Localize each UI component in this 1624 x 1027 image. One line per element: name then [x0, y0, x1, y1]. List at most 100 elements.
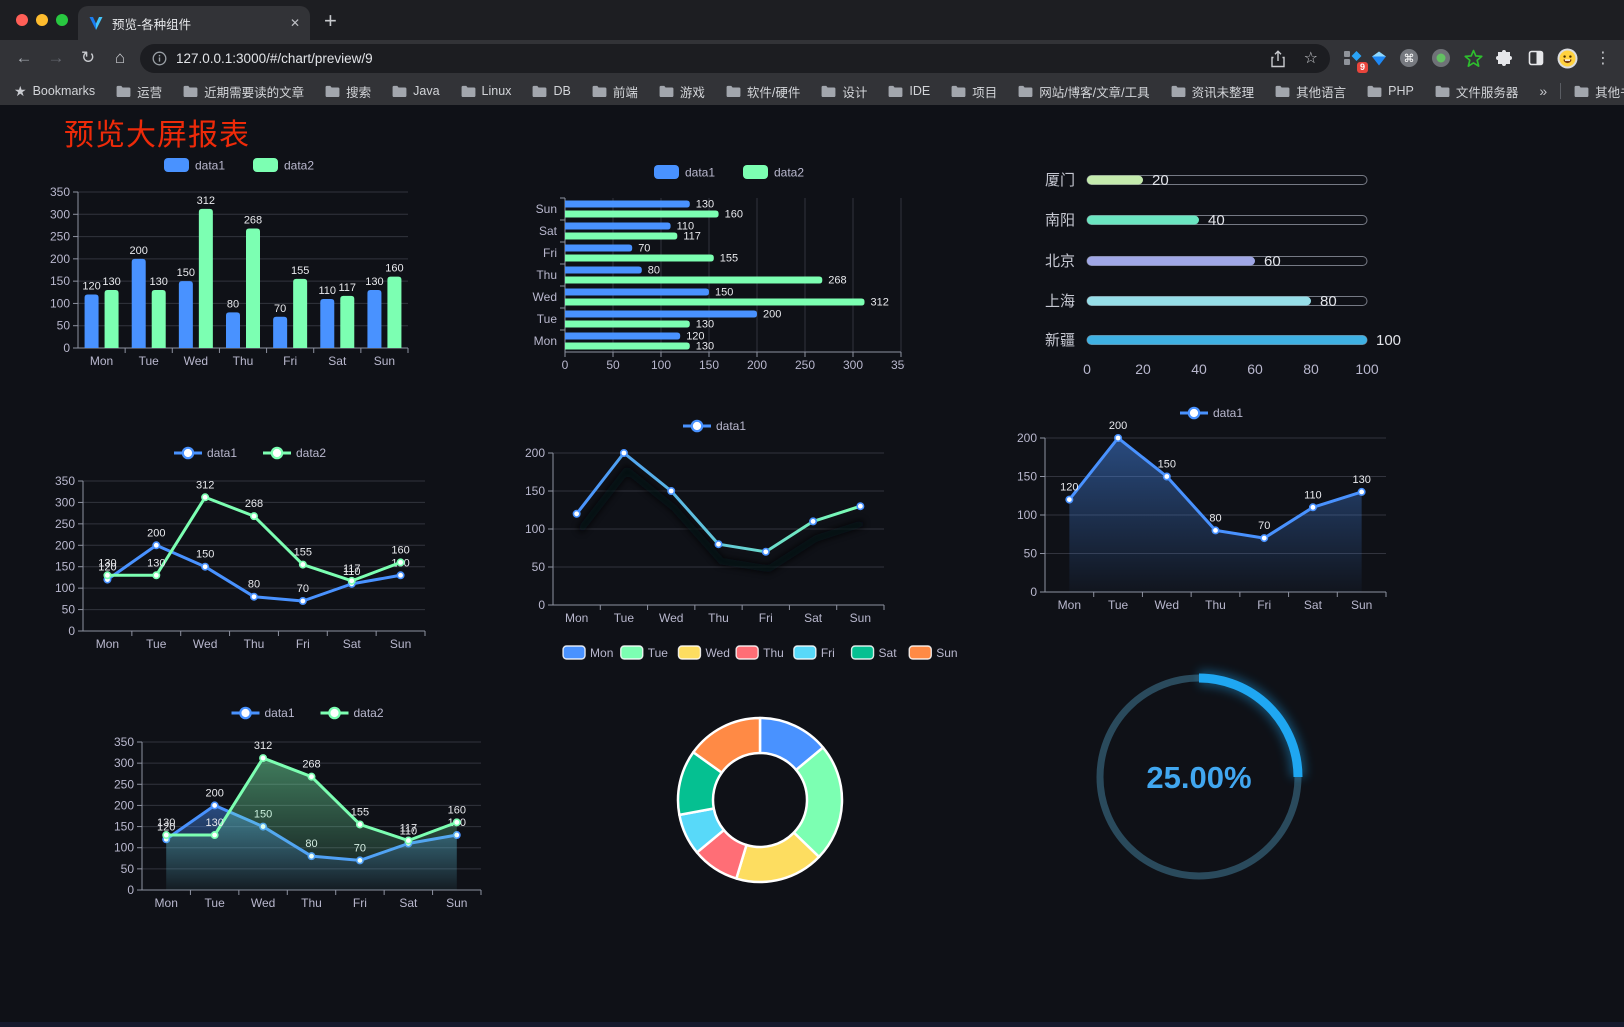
bookmark-folder[interactable]: Java	[392, 84, 440, 98]
bookmark-star-icon[interactable]: ☆	[1303, 49, 1318, 67]
svg-text:Thu: Thu	[763, 646, 784, 660]
zoom-window-button[interactable]	[56, 14, 68, 26]
svg-text:0: 0	[127, 883, 134, 897]
home-button[interactable]: ⌂	[114, 48, 126, 67]
svg-text:Sun: Sun	[536, 202, 557, 216]
bookmark-folder[interactable]: 资讯未整理	[1171, 82, 1254, 101]
minimize-window-button[interactable]	[36, 14, 48, 26]
bookmark-folder[interactable]: 软件/硬件	[726, 82, 800, 101]
bookmark-folder[interactable]: 搜索	[325, 82, 371, 101]
svg-text:110: 110	[343, 566, 361, 578]
back-button[interactable]: ←	[15, 48, 33, 67]
extension-command-icon[interactable]: ⌘	[1398, 47, 1420, 69]
folder-icon	[392, 85, 407, 97]
svg-text:80: 80	[1303, 361, 1319, 377]
bookmark-folder-list: 运营 近期需要读的文章 搜索 Java Linux DB 前端 游戏 软件/硬件 设计 IDE 项目 网…	[116, 82, 1518, 101]
svg-text:70: 70	[1258, 520, 1270, 532]
folder-icon	[1275, 85, 1290, 97]
bookmark-folder[interactable]: 近期需要读的文章	[183, 82, 304, 101]
svg-text:50: 50	[57, 319, 71, 333]
bookmark-folder[interactable]: 运营	[116, 82, 162, 101]
extension-green-star-icon[interactable]	[1462, 47, 1484, 69]
svg-text:0: 0	[68, 624, 75, 638]
bookmark-folder-label: 网站/博客/文章/工具	[1039, 85, 1150, 100]
svg-text:80: 80	[648, 265, 660, 277]
svg-text:350: 350	[891, 358, 905, 372]
svg-text:120: 120	[82, 281, 100, 293]
svg-text:0: 0	[63, 341, 70, 355]
svg-text:Tue: Tue	[1108, 598, 1129, 612]
bookmark-folder-label: 游戏	[679, 85, 705, 100]
svg-text:Tue: Tue	[139, 354, 160, 368]
svg-text:Fri: Fri	[296, 637, 310, 651]
tab-close-icon[interactable]: ✕	[289, 16, 300, 30]
bookmark-folder[interactable]: 前端	[592, 82, 638, 101]
bookmark-folder[interactable]: 设计	[821, 82, 867, 101]
bookmark-folder[interactable]: 项目	[951, 82, 997, 101]
svg-text:130: 130	[1352, 474, 1370, 486]
svg-text:312: 312	[197, 195, 215, 207]
svg-text:Mon: Mon	[534, 334, 557, 348]
bookmarks-root[interactable]: ★ Bookmarks	[14, 83, 95, 100]
extension-record-icon[interactable]	[1430, 47, 1452, 69]
close-window-button[interactable]	[16, 14, 28, 26]
svg-text:117: 117	[683, 231, 701, 243]
svg-text:Mon: Mon	[155, 896, 178, 910]
address-bar[interactable]: 127.0.0.1:3000/#/chart/preview/9 ☆	[140, 44, 1330, 73]
bookmark-folder[interactable]: PHP	[1367, 84, 1414, 98]
forward-button[interactable]: →	[47, 48, 65, 67]
svg-text:Sat: Sat	[539, 224, 558, 238]
extension-split-square-icon[interactable]	[1525, 47, 1547, 69]
svg-text:200: 200	[55, 538, 75, 552]
folder-icon	[1435, 85, 1450, 97]
svg-text:268: 268	[245, 498, 263, 510]
svg-text:130: 130	[696, 199, 714, 211]
svg-text:20: 20	[1152, 172, 1169, 189]
extension-badge: 9	[1356, 62, 1368, 73]
bookmarks-divider	[1560, 83, 1562, 99]
svg-text:Thu: Thu	[301, 896, 322, 910]
url-text[interactable]: 127.0.0.1:3000/#/chart/preview/9	[176, 51, 373, 66]
bookmark-folder[interactable]: 其他语言	[1275, 82, 1346, 101]
svg-text:Mon: Mon	[96, 637, 119, 651]
svg-text:300: 300	[843, 358, 863, 372]
svg-text:40: 40	[1191, 361, 1207, 377]
bookmark-folder[interactable]: 游戏	[659, 82, 705, 101]
svg-text:Wed: Wed	[193, 637, 217, 651]
single-area-chart: 0 50 100 150 200 Mon Tue Wed Thu Fri Sat Sun 120 200 1…	[1000, 388, 1395, 623]
svg-text:200: 200	[50, 252, 70, 266]
svg-text:data1: data1	[716, 419, 746, 433]
svg-text:100: 100	[50, 296, 70, 310]
bookmark-folder-label: 文件服务器	[1455, 85, 1519, 100]
svg-text:100: 100	[525, 522, 545, 536]
svg-text:130: 130	[205, 817, 223, 829]
bookmark-folder[interactable]: DB	[532, 84, 571, 98]
svg-text:200: 200	[147, 527, 165, 539]
svg-text:350: 350	[55, 474, 75, 488]
profile-avatar-emoji-icon[interactable]	[1556, 47, 1578, 69]
reload-button[interactable]: ↻	[80, 48, 96, 67]
extension-gem-icon[interactable]	[1368, 47, 1390, 69]
new-tab-button[interactable]: +	[324, 8, 337, 33]
tab-strip: 预览-各种组件 ✕ +	[0, 0, 1624, 40]
bookmark-folder[interactable]: 网站/博客/文章/工具	[1018, 82, 1150, 101]
site-info-icon[interactable]	[152, 51, 167, 66]
two-series-line-chart: 0 50 100 150 200 250 300 350 Mon Tue Wed Thu Fri Sat S…	[45, 420, 430, 655]
folder-icon	[951, 85, 966, 97]
svg-text:160: 160	[385, 263, 403, 275]
svg-text:Sun: Sun	[446, 896, 467, 910]
extension-grid-icon[interactable]: 9	[1341, 47, 1368, 73]
bookmark-folder[interactable]: IDE	[888, 84, 930, 98]
bookmarks-overflow-chevron[interactable]: »	[1539, 83, 1548, 99]
browser-menu-icon[interactable]: ⋮	[1595, 50, 1611, 67]
extensions-puzzle-icon[interactable]	[1493, 47, 1515, 69]
svg-text:data1: data1	[207, 446, 237, 460]
tab-title: 预览-各种组件	[112, 17, 192, 32]
svg-text:Thu: Thu	[708, 611, 729, 625]
browser-tab[interactable]: 预览-各种组件 ✕	[78, 6, 310, 40]
share-icon[interactable]	[1270, 49, 1286, 68]
bookmark-folder[interactable]: Linux	[461, 84, 511, 98]
other-bookmarks-folder[interactable]: 其他书签	[1574, 82, 1624, 101]
bookmark-folder[interactable]: 文件服务器	[1435, 82, 1519, 101]
progress-chart-canvas: 厦门 20 南阳 40 北京 60 上海 80 新疆 100 0 20 40 60 80 100	[1045, 172, 1401, 377]
